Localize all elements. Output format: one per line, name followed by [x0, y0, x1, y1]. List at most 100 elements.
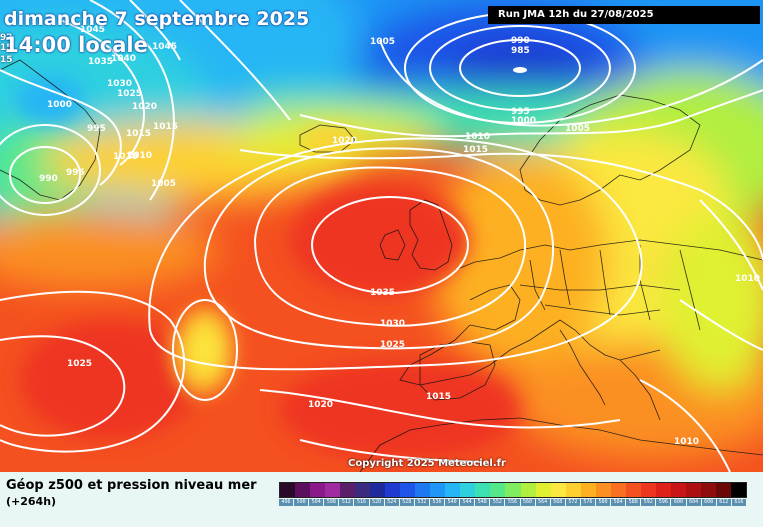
color-swatch: [340, 483, 356, 497]
isobar-label: 1010: [127, 151, 152, 161]
isobar-label: 1010: [735, 274, 760, 284]
low-pressure-center-mark: [513, 67, 527, 73]
color-swatch: [595, 483, 611, 497]
isobar-label: 1025: [380, 340, 405, 350]
isobar-label: 995: [511, 107, 530, 117]
isobar-label: 1035: [88, 57, 113, 67]
isobar-label: 990: [511, 36, 530, 46]
color-swatch: [310, 483, 326, 497]
color-swatch: [325, 483, 341, 497]
color-scale-tick: 520: [369, 499, 384, 506]
color-scale-tick: 552: [490, 499, 505, 506]
color-scale-tick: 536: [429, 499, 445, 506]
pressure-chart-map: 1045 1045 1035 1040 1030 1025 1020 1000 …: [0, 0, 763, 472]
color-scale-swatches: [279, 482, 747, 498]
copyright-notice: Copyright 2025 Meteociel.fr: [348, 458, 506, 469]
color-swatch: [685, 483, 701, 497]
color-scale-tick: 540: [445, 499, 460, 506]
color-swatch: [610, 483, 626, 497]
isobar-label: 1025: [117, 89, 142, 99]
color-scale-tick: 524: [384, 499, 399, 506]
color-swatch: [715, 483, 731, 497]
isobar-label: 1030: [380, 319, 405, 329]
color-scale-tick: 504: [309, 499, 324, 506]
color-scale-tick: 572: [565, 499, 580, 506]
color-swatch: [550, 483, 566, 497]
edge-label: 15: [0, 43, 13, 53]
isobar-label: 990: [39, 174, 58, 184]
color-scale-tick: 612: [716, 499, 731, 506]
color-scale-ticks: 496 500 504 508 512 516 520 524 528 532 536 540 544 5…: [279, 499, 747, 506]
color-scale-tick: 528: [399, 499, 414, 506]
color-swatch: [580, 483, 596, 497]
isobar-label: 1015: [153, 122, 178, 132]
geopotential-color-field: [0, 0, 763, 472]
color-scale-tick: 568: [550, 499, 565, 506]
isobar-label: 1035: [370, 288, 395, 298]
color-scale-tick: 584: [611, 499, 626, 506]
color-swatch: [295, 483, 311, 497]
color-scale-tick: 532: [414, 499, 429, 506]
isobar-labels: 1045 1045 1035 1040 1030 1025 1020 1000 …: [39, 25, 760, 447]
color-swatch: [430, 483, 446, 497]
color-scale-tick: 580: [595, 499, 611, 506]
isobar-label: 1005: [151, 179, 176, 189]
color-scale-tick: 516: [354, 499, 369, 506]
isobar-label: 1045: [80, 25, 105, 35]
color-scale-tick: 576: [580, 499, 595, 506]
color-scale-tick: 560: [520, 499, 535, 506]
isobar-label: 995: [87, 124, 106, 134]
edge-label: 92: [0, 33, 13, 43]
color-swatch: [535, 483, 551, 497]
isobar-label: 1045: [152, 42, 177, 52]
color-swatch: [460, 483, 476, 497]
color-swatch: [520, 483, 536, 497]
forecast-time: 14:00 locale: [4, 33, 148, 57]
color-scale-tick: 500: [294, 499, 309, 506]
color-swatch: [700, 483, 716, 497]
edge-label: 15: [0, 55, 13, 65]
model-run-info: Run JMA 12h du 27/08/2025: [488, 6, 760, 24]
color-scale-tick: 544: [460, 499, 475, 506]
forecast-date: dimanche 7 septembre 2025: [4, 8, 310, 30]
isobar-label: 1005: [370, 37, 395, 47]
isobar-label: 1015: [126, 129, 151, 139]
isobar-label: 985: [511, 46, 530, 56]
color-scale-tick: 592: [641, 499, 656, 506]
color-scale-tick: 508: [324, 499, 339, 506]
legend-title: Géop z500 et pression niveau mer: [6, 478, 257, 493]
isobar-label: 1000: [511, 116, 536, 126]
color-scale-tick: 600: [671, 499, 686, 506]
color-scale-tick: 608: [701, 499, 716, 506]
isobar-label: 1010: [674, 437, 699, 447]
isobar-label: 1000: [47, 100, 72, 110]
color-swatch: [625, 483, 641, 497]
coastlines-layer: [0, 59, 763, 472]
color-swatch: [670, 483, 686, 497]
color-swatch: [445, 483, 461, 497]
color-swatch: [505, 483, 521, 497]
color-swatch: [490, 483, 506, 497]
color-scale-tick: 556: [505, 499, 520, 506]
color-scale-tick: 596: [656, 499, 671, 506]
color-swatch: [730, 483, 746, 497]
isobar-label: 1005: [565, 124, 590, 134]
isobar-label: 1020: [332, 136, 357, 146]
color-scale-tick: 588: [626, 499, 641, 506]
color-swatch: [655, 483, 671, 497]
isobar-label: 1015: [426, 392, 451, 402]
isobar-label: 1020: [132, 102, 157, 112]
color-scale-tick: 496: [279, 499, 294, 506]
color-swatch: [280, 483, 296, 497]
isobar-label: 995: [66, 168, 85, 178]
legend-subtitle: (+264h): [6, 495, 57, 508]
color-scale-tick: 564: [535, 499, 550, 506]
color-scale: 496 500 504 508 512 516 520 524 528 532 536 540 544 5…: [279, 482, 747, 506]
isobar-label: 1015: [463, 145, 488, 155]
isobar-label: 1020: [308, 400, 333, 410]
color-scale-tick: 512: [339, 499, 354, 506]
isobar-label: 1040: [111, 54, 136, 64]
isobar-label: 1010: [113, 152, 138, 162]
color-swatch: [640, 483, 656, 497]
